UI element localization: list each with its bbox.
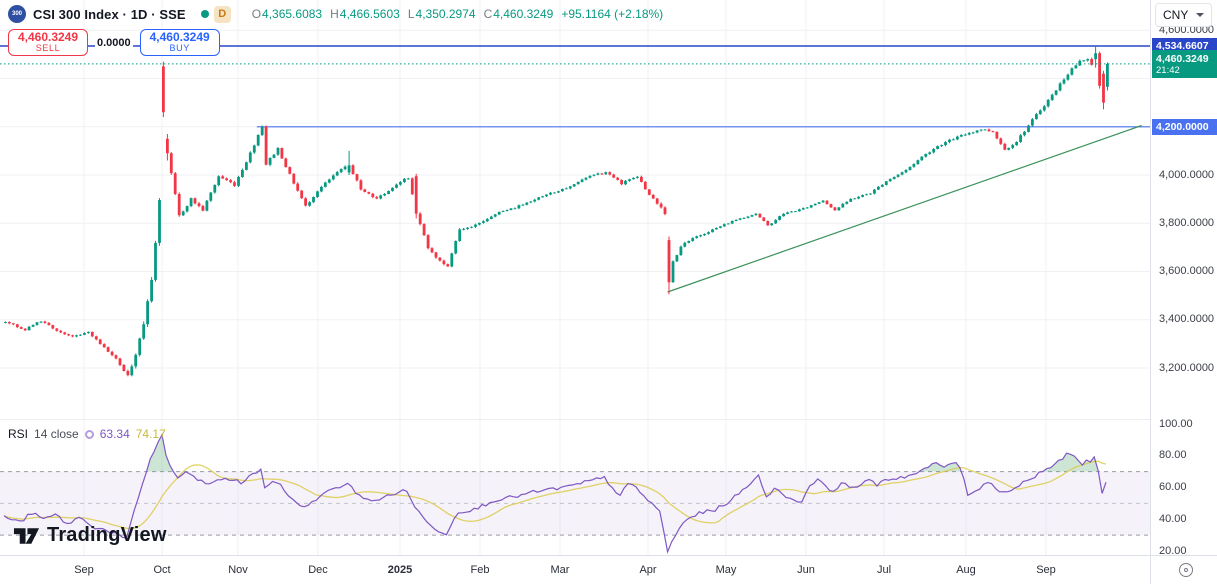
current-price-tag: 4,460.3249 21:42 <box>1152 49 1217 78</box>
ohlc-item: C 4,460.3249 <box>484 7 554 21</box>
rsi-legend[interactable]: RSI 14 close 63.34 74.17 <box>8 427 166 441</box>
sell-button[interactable]: 4,460.3249 SELL <box>8 29 88 56</box>
ohlc-label: H <box>330 7 339 21</box>
ohlc-label: O <box>251 7 262 21</box>
ohlc-item: O 4,365.6083 <box>252 7 322 21</box>
sell-price: 4,460.3249 <box>17 30 79 45</box>
tag-price: 4,460.3249 <box>1156 52 1209 65</box>
rsi-params: 14 close <box>34 427 79 441</box>
price-axis[interactable]: 4,600.0000 4,000.0000 3,800.0000 3,600.0000… <box>1150 0 1217 557</box>
tradingview-logo-icon <box>13 527 40 544</box>
chart-legend-header: 300 CSI 300 Index · 1D · SSE D O 4,365.60… <box>8 5 663 23</box>
bar-countdown: 21:42 <box>1156 64 1180 76</box>
indicator-loop-icon <box>84 429 94 439</box>
pane-divider[interactable] <box>0 419 1150 420</box>
ohlc-label: L <box>407 7 415 21</box>
time-axis-label: Feb <box>470 564 490 576</box>
price-tick-label: 3,800.0000 <box>1159 216 1215 229</box>
rsi-tick-label: 40.00 <box>1159 512 1187 525</box>
sell-label: SELL <box>35 43 61 54</box>
ohlc-label: C <box>483 7 493 21</box>
rsi-current-value: 63.34 <box>99 427 130 441</box>
time-axis-label: Oct <box>153 564 171 576</box>
time-axis-label: Nov <box>228 564 248 576</box>
ohlc-value: 4,350.2974 <box>415 7 476 21</box>
time-axis-label: May <box>715 564 737 576</box>
watermark-text: TradingView <box>47 524 167 546</box>
ohlc-item: H 4,466.5603 <box>330 7 400 21</box>
tag-price: 4,200.0000 <box>1156 120 1209 133</box>
ohlc-value: 4,460.3249 <box>493 7 554 21</box>
ohlc-values: O 4,365.6083 H 4,466.5603 L 4,350.2974 C 4,460.… <box>252 7 663 21</box>
rsi-tick-label: 80.00 <box>1159 449 1187 462</box>
market-status: D <box>200 5 231 23</box>
ohlc-value: 4,365.6083 <box>262 7 323 21</box>
rsi-tick-label: 100.00 <box>1159 417 1193 430</box>
tag-price: 4,534.6607 <box>1156 40 1209 52</box>
time-axis-label: Jul <box>876 564 892 576</box>
change-value: +95.1164 (+2.18%) <box>561 7 664 21</box>
spread-value: 0.0000 <box>95 36 133 49</box>
time-axis-label: Apr <box>639 564 657 576</box>
buy-button[interactable]: 4,460.3249 BUY <box>139 29 220 56</box>
chevron-down-icon <box>1196 13 1204 17</box>
price-tick-label: 3,200.0000 <box>1159 361 1215 374</box>
axis-settings-icon[interactable] <box>1179 563 1193 577</box>
price-tick-label: 3,600.0000 <box>1159 265 1215 277</box>
symbol-title[interactable]: CSI 300 Index · 1D · SSE <box>33 6 186 22</box>
axis-corner <box>1150 555 1217 584</box>
time-axis-label: Sep <box>1036 564 1056 576</box>
timeframe-badge[interactable]: D <box>213 5 231 23</box>
rsi-ma-value: 74.17 <box>135 427 166 441</box>
time-axis-label: Sep <box>74 564 94 576</box>
rsi-name: RSI <box>8 427 29 441</box>
rsi-tick-label: 60.00 <box>1159 481 1187 493</box>
tradingview-watermark[interactable]: TradingView <box>13 524 167 547</box>
currency-selector[interactable]: CNY <box>1155 3 1212 27</box>
trade-panel: 4,460.3249 SELL 0.0000 4,460.3249 BUY <box>8 29 220 56</box>
rsi-tick-label: 20.00 <box>1159 544 1187 557</box>
time-axis-label: Aug <box>956 564 976 576</box>
time-axis[interactable]: Sep Oct Nov Dec 2025 Feb Mar Apr May Jun Jul Aug Sep <box>0 555 1150 584</box>
time-axis-label: Mar <box>550 564 570 576</box>
buy-label: BUY <box>169 43 190 54</box>
time-axis-label: 2025 <box>387 564 413 576</box>
buy-price: 4,460.3249 <box>149 30 210 45</box>
currency-value: CNY <box>1163 8 1189 22</box>
ohlc-value: 4,466.5603 <box>339 7 400 21</box>
price-tick-label: 4,000.0000 <box>1159 168 1215 181</box>
market-open-dot-icon <box>200 10 209 18</box>
time-axis-label: Dec <box>308 564 328 576</box>
price-tick-label: 3,400.0000 <box>1159 313 1215 326</box>
symbol-logo[interactable]: 300 <box>8 5 26 23</box>
ohlc-item: L 4,350.2974 <box>408 7 476 21</box>
time-axis-label: Jun <box>797 564 815 576</box>
price-line-tag: 4,200.0000 <box>1152 118 1217 135</box>
